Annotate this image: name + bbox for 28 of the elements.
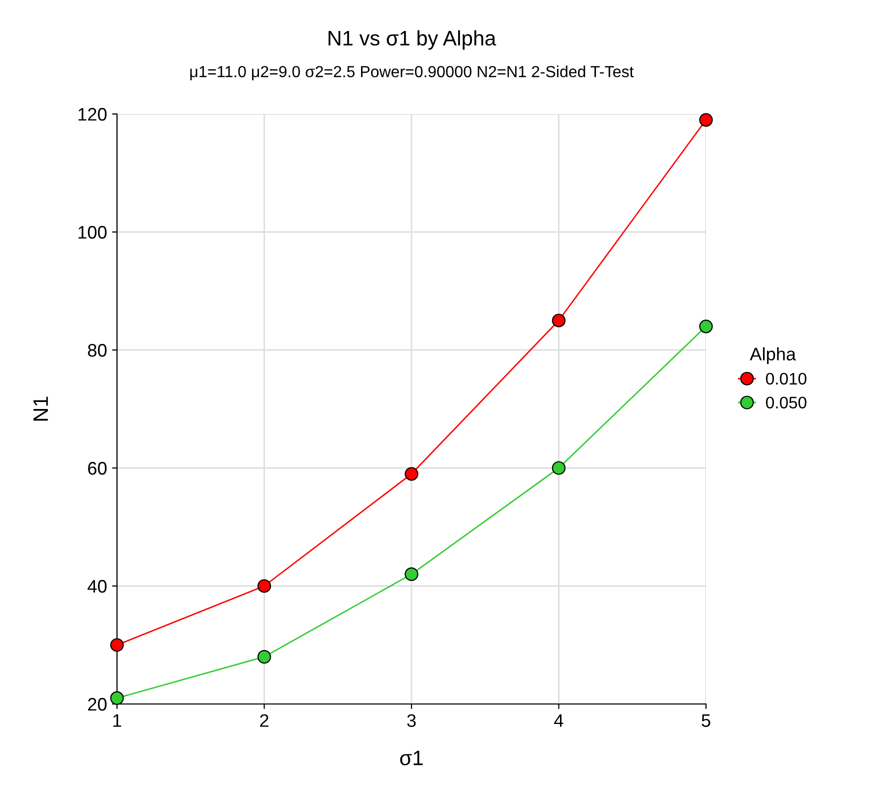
x-tick-label: 3 xyxy=(407,714,416,727)
point xyxy=(699,113,713,127)
point xyxy=(110,691,124,705)
legend-label: 0.050 xyxy=(766,396,806,408)
point xyxy=(257,650,272,664)
point xyxy=(552,314,566,328)
y-axis-title: N1 xyxy=(34,396,48,421)
x-tick-label: 2 xyxy=(260,714,268,727)
point xyxy=(404,467,418,481)
x-tick-label: 5 xyxy=(702,714,710,727)
y-tick-label: 20 xyxy=(88,698,107,711)
point xyxy=(552,461,566,475)
x-axis-title: σ1 xyxy=(400,750,423,766)
point xyxy=(110,638,124,652)
point xyxy=(699,320,713,334)
legend-title: Alpha xyxy=(750,347,796,364)
y-tick-label: 60 xyxy=(88,462,107,475)
y-tick-label: 80 xyxy=(88,344,107,357)
point xyxy=(404,567,418,582)
y-tick-label: 40 xyxy=(88,580,107,593)
y-tick-label: 120 xyxy=(78,108,107,121)
legend-label: 0.010 xyxy=(766,372,806,385)
x-tick-label: 4 xyxy=(554,714,564,727)
y-tick-label: 100 xyxy=(78,226,107,239)
point xyxy=(257,579,272,593)
chart-title: N1 vs σ1 by Alpha xyxy=(328,30,496,50)
x-tick-label: 1 xyxy=(113,714,122,727)
chart-subtitle: μ1=11.0 μ2=9.0 σ2=2.5 Power=0.90000 N2=N1 2-Sided T-Test xyxy=(190,66,634,80)
